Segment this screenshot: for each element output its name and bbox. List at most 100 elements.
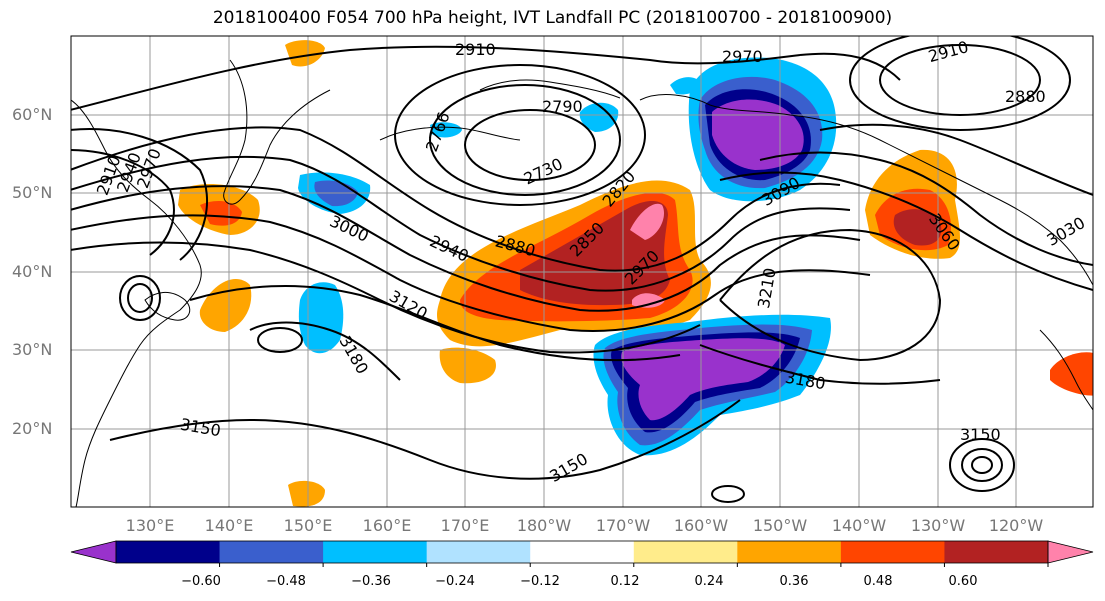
colorbar-tick-label: −0.48 xyxy=(266,574,306,589)
positive-anomaly-japan-core xyxy=(200,200,242,226)
coastlines xyxy=(71,59,1093,507)
colorbar-segment xyxy=(633,541,738,563)
contour-band-2 xyxy=(71,155,851,292)
negative-anomaly-west xyxy=(298,282,344,354)
contour-3150 xyxy=(109,399,741,480)
colorbar-frame xyxy=(115,540,1049,564)
contour-label: 3150 xyxy=(960,425,1001,444)
coast-kamchatka xyxy=(223,59,331,205)
lon-label: 140°W xyxy=(832,516,887,535)
colorbar-segment xyxy=(737,541,842,563)
colorbar-tick-label: −0.12 xyxy=(520,574,560,589)
colorbar-segment xyxy=(426,541,531,563)
colorbar-tick-label: 0.48 xyxy=(864,574,893,589)
negative-anomaly-bering xyxy=(430,122,462,138)
contour-3030 xyxy=(819,123,1093,196)
coast-north xyxy=(479,79,621,99)
contour-3210 xyxy=(719,228,942,362)
colorbar-tick-label: −0.60 xyxy=(181,574,221,589)
contour-3120 xyxy=(189,284,681,362)
lon-label: 140°E xyxy=(205,516,254,535)
positive-anomaly-tropics xyxy=(288,480,325,507)
lon-label: 170°W xyxy=(596,516,651,535)
coast-japan xyxy=(144,292,191,321)
lat-label: 20°N xyxy=(12,419,52,438)
colorbar-tick-label: 0.36 xyxy=(780,574,809,589)
contour-small-s xyxy=(711,485,745,503)
contour-label: 2880 xyxy=(1005,87,1046,106)
contour-typhoon-2 xyxy=(961,448,1003,482)
colorbar-tick-label: 0.60 xyxy=(949,574,978,589)
colorbar-segment xyxy=(944,541,1049,563)
negative-anomaly-alaska-core xyxy=(712,99,804,170)
colorbar-tick-label: 0.24 xyxy=(695,574,724,589)
contour-west-low xyxy=(127,283,153,313)
contour-typhoon xyxy=(971,456,993,474)
colorbar-extend-high xyxy=(1047,540,1094,564)
coast-asia xyxy=(71,99,202,507)
lon-label: 150°E xyxy=(284,516,333,535)
contour-high-ne xyxy=(879,44,1041,116)
lon-label: 130°W xyxy=(911,516,966,535)
lon-label: 160°E xyxy=(363,516,412,535)
lat-label: 50°N xyxy=(12,183,52,202)
negative-anomaly-east-pac xyxy=(670,77,700,95)
contour-high-ne-2 xyxy=(849,36,1071,131)
positive-anomaly-peak2 xyxy=(632,293,665,308)
coast-baja xyxy=(1039,329,1093,411)
contour-west-side xyxy=(71,128,208,261)
contour-west-low-2 xyxy=(119,275,161,321)
coast-bering xyxy=(379,126,521,141)
contour-3090 xyxy=(719,171,1093,291)
contour-low-2 xyxy=(429,84,621,196)
colorbar-tick-label: −0.36 xyxy=(351,574,391,589)
lat-label: 40°N xyxy=(12,262,52,281)
contour-band-3 xyxy=(71,185,861,312)
coast-alaska xyxy=(639,94,1093,286)
colorbar-segment xyxy=(219,541,324,563)
contour-3180-east xyxy=(699,344,941,385)
lon-label: 130°E xyxy=(126,516,175,535)
positive-anomaly-south-japan xyxy=(199,279,252,332)
contour-low-3 xyxy=(394,64,646,206)
colorbar xyxy=(70,540,1094,567)
positive-anomaly-kuril xyxy=(285,40,325,67)
lon-label: 180°W xyxy=(517,516,572,535)
colorbar-segment xyxy=(840,541,945,563)
contour-3180 xyxy=(249,321,401,381)
contour-band-4 xyxy=(71,214,871,332)
graticule xyxy=(71,36,1093,507)
longitude-labels: 130°E 140°E 150°E 160°E 170°E 180°W 170°… xyxy=(126,516,1044,535)
lon-label: 120°W xyxy=(989,516,1044,535)
lon-label: 150°W xyxy=(753,516,808,535)
negative-anomaly-arctic xyxy=(579,102,619,132)
positive-anomaly-peak1 xyxy=(630,203,665,240)
colorbar-ticks: −0.60 −0.48 −0.36 −0.24 −0.12 0.12 0.24 … xyxy=(181,574,977,589)
lat-label: 60°N xyxy=(12,105,52,124)
colorbar-segment xyxy=(530,541,635,563)
contour-label: 2790 xyxy=(542,97,583,116)
contour-band-1 xyxy=(71,126,841,272)
contour-2910 xyxy=(71,45,801,111)
latitude-labels: 60°N 50°N 40°N 30°N 20°N xyxy=(12,105,52,438)
contour-label: 2970 xyxy=(722,47,763,66)
lat-label: 30°N xyxy=(12,340,52,359)
map-frame xyxy=(70,35,1094,508)
colorbar-extend-low xyxy=(70,540,117,564)
contour-low-center xyxy=(464,109,596,181)
lon-label: 170°E xyxy=(441,516,490,535)
colorbar-tick-label: −0.24 xyxy=(435,574,475,589)
contour-3060 xyxy=(759,151,1093,266)
colorbar-segment xyxy=(116,541,221,563)
contour-3180-b xyxy=(257,327,303,353)
contour-west-side-2 xyxy=(71,149,175,256)
positive-anomaly-gulf-dark xyxy=(893,209,942,246)
contour-band-5 xyxy=(71,241,701,354)
height-contours xyxy=(71,36,1093,503)
colorbar-tick-label: 0.12 xyxy=(611,574,640,589)
lon-label: 160°W xyxy=(674,516,729,535)
contour-label: 2910 xyxy=(455,40,496,59)
ivt-shading xyxy=(178,40,1093,507)
chart-title: 2018100400 F054 700 hPa height, IVT Land… xyxy=(212,8,893,28)
